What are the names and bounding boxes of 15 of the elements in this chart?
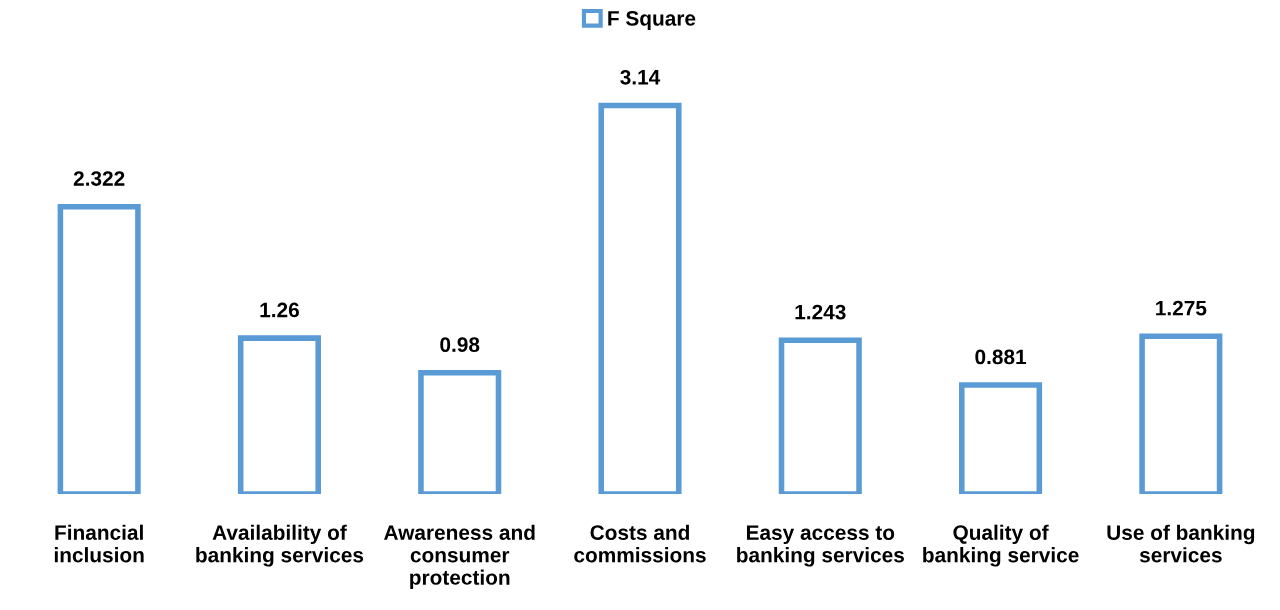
x-tick-label: Quality of banking service: [923, 524, 1079, 567]
x-tick-label: Availability of banking services: [196, 524, 364, 567]
data-label: 0.98: [440, 337, 480, 353]
data-label: 1.243: [795, 304, 846, 320]
data-label: 3.14: [620, 69, 661, 85]
x-tick-label: Easy access to banking services: [737, 525, 904, 567]
x-tick-label: Financial inclusion: [54, 524, 144, 563]
x-tick-label: Costs and commissions: [574, 524, 706, 563]
x-tick-label: Use of banking services: [1107, 524, 1255, 563]
x-tick-label: Awareness and consumer protection: [384, 524, 535, 589]
data-label: 2.322: [73, 171, 125, 186]
legend-label: F Square: [608, 11, 696, 30]
data-label: 1.26: [260, 302, 299, 318]
data-label: 1.275: [1156, 300, 1207, 316]
data-label: 0.881: [975, 349, 1027, 365]
